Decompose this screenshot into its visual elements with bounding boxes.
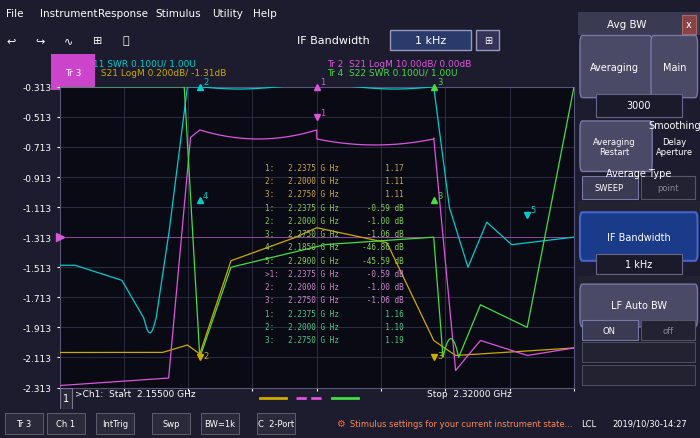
Text: Averaging: Averaging — [589, 63, 638, 72]
Bar — [582, 321, 638, 341]
Text: Stop  2.32000 GHz: Stop 2.32000 GHz — [428, 389, 512, 399]
Text: >Ch1:  Start  2.15500 GHz: >Ch1: Start 2.15500 GHz — [75, 389, 195, 399]
Text: Help: Help — [253, 9, 276, 19]
Text: IntTrig: IntTrig — [102, 419, 128, 428]
Text: ⚙: ⚙ — [336, 418, 344, 428]
Text: C  2-Port: C 2-Port — [258, 419, 294, 428]
Text: Averaging
Restart: Averaging Restart — [593, 137, 636, 156]
Text: IF Bandwidth: IF Bandwidth — [607, 232, 671, 242]
Text: ON: ON — [603, 326, 616, 335]
Text: point: point — [657, 184, 679, 192]
Bar — [96, 413, 134, 434]
Text: Tr 4  S22 SWR 0.100U/ 1.00U: Tr 4 S22 SWR 0.100U/ 1.00U — [327, 69, 458, 78]
Text: 2:   2.2000 G Hz      -1.00 dB: 2: 2.2000 G Hz -1.00 dB — [265, 283, 404, 291]
Text: 2: 2 — [203, 352, 208, 360]
Text: 1: 1 — [320, 78, 325, 87]
Text: LF Auto BW: LF Auto BW — [610, 301, 666, 311]
Text: 4:   2.1850 G Hz     -46.86 dB: 4: 2.1850 G Hz -46.86 dB — [265, 243, 404, 252]
FancyBboxPatch shape — [580, 285, 697, 327]
Text: 1: 1 — [62, 393, 69, 403]
FancyBboxPatch shape — [580, 36, 652, 99]
Text: off: off — [663, 326, 673, 335]
Text: 2:   2.2000 G Hz          1.11: 2: 2.2000 G Hz 1.11 — [265, 177, 404, 186]
Text: ∿: ∿ — [64, 36, 74, 46]
Text: Tr 1  S11 SWR 0.100U/ 1.00U: Tr 1 S11 SWR 0.100U/ 1.00U — [64, 60, 195, 69]
Text: Stimulus settings for your current instrument state...: Stimulus settings for your current instr… — [350, 419, 573, 428]
Bar — [578, 276, 700, 290]
Text: Tr 3: Tr 3 — [64, 69, 81, 78]
Text: 3000: 3000 — [626, 101, 651, 111]
Text: 3:   2.2750 G Hz          1.19: 3: 2.2750 G Hz 1.19 — [265, 335, 404, 344]
Text: x: x — [686, 20, 692, 30]
FancyBboxPatch shape — [580, 122, 652, 172]
Text: Average Type: Average Type — [606, 169, 671, 179]
Text: BW=1k: BW=1k — [204, 419, 235, 428]
Text: 2: 2 — [203, 78, 208, 87]
Bar — [60, 388, 72, 409]
Text: 2019/10/30-14:27: 2019/10/30-14:27 — [612, 419, 687, 428]
Text: Tr 3: Tr 3 — [16, 419, 32, 428]
Bar — [582, 177, 638, 199]
Bar — [682, 16, 696, 35]
Text: SWEEP: SWEEP — [595, 184, 624, 192]
Text: 2:   2.2000 G Hz          1.10: 2: 2.2000 G Hz 1.10 — [265, 322, 404, 331]
Bar — [596, 254, 682, 275]
Text: 3: 3 — [437, 78, 442, 87]
Text: ↩: ↩ — [7, 36, 16, 46]
Text: Swp: Swp — [162, 419, 179, 428]
Text: Instrument: Instrument — [40, 9, 98, 19]
Text: 1:   2.2375 G Hz          1.17: 1: 2.2375 G Hz 1.17 — [265, 164, 404, 173]
Text: 3: 3 — [437, 192, 442, 201]
Bar — [578, 13, 700, 36]
Text: >1:  2.2375 G Hz      -0.59 dB: >1: 2.2375 G Hz -0.59 dB — [265, 269, 404, 278]
Text: 1: 1 — [320, 109, 325, 118]
Text: 5:   2.2900 G Hz     -45.59 dB: 5: 2.2900 G Hz -45.59 dB — [265, 256, 404, 265]
Text: LCL: LCL — [581, 419, 596, 428]
Text: 2:   2.2000 G Hz      -1.00 dB: 2: 2.2000 G Hz -1.00 dB — [265, 216, 404, 226]
Text: Utility: Utility — [212, 9, 244, 19]
Bar — [578, 201, 700, 219]
Bar — [596, 95, 682, 118]
Text: File: File — [6, 9, 23, 19]
Text: Avg BW: Avg BW — [607, 20, 646, 30]
Bar — [641, 321, 695, 341]
Text: 5: 5 — [531, 205, 536, 214]
Bar — [582, 365, 695, 385]
Text: Smoothing: Smoothing — [648, 120, 700, 131]
Text: ⊞: ⊞ — [93, 36, 102, 46]
Bar — [391, 31, 470, 51]
Text: 1 kHz: 1 kHz — [415, 36, 446, 46]
Text: S21 LogM 0.200dB/ -1.31dB: S21 LogM 0.200dB/ -1.31dB — [98, 69, 227, 78]
FancyBboxPatch shape — [651, 36, 697, 99]
FancyBboxPatch shape — [580, 213, 697, 261]
Bar — [641, 177, 695, 199]
Text: 1 kHz: 1 kHz — [625, 260, 652, 270]
Text: 1:   2.2375 G Hz          1.16: 1: 2.2375 G Hz 1.16 — [265, 309, 404, 318]
Bar — [477, 31, 499, 51]
Text: ⊞: ⊞ — [484, 36, 492, 46]
Text: IF Bandwidth: IF Bandwidth — [297, 36, 370, 46]
Text: 1:   2.2375 G Hz      -0.59 dB: 1: 2.2375 G Hz -0.59 dB — [265, 203, 404, 212]
Text: Ch 1: Ch 1 — [56, 419, 76, 428]
Text: 3:   2.2750 G Hz          1.11: 3: 2.2750 G Hz 1.11 — [265, 190, 404, 199]
Bar — [582, 342, 695, 362]
Text: Tr 2  S21 LogM 10.00dB/ 0.00dB: Tr 2 S21 LogM 10.00dB/ 0.00dB — [327, 60, 471, 69]
Bar — [257, 413, 295, 434]
Text: Stimulus: Stimulus — [155, 9, 201, 19]
Bar — [47, 413, 85, 434]
Text: Response: Response — [97, 9, 148, 19]
Text: 3:   2.2750 G Hz      -1.06 dB: 3: 2.2750 G Hz -1.06 dB — [265, 296, 404, 305]
Text: Main: Main — [662, 63, 686, 72]
Bar — [152, 413, 190, 434]
Text: 3: 3 — [437, 352, 442, 360]
Text: 3:   2.2750 G Hz      -1.06 dB: 3: 2.2750 G Hz -1.06 dB — [265, 230, 404, 239]
Text: Delay
Aperture: Delay Aperture — [656, 137, 693, 156]
Text: ↪: ↪ — [36, 36, 45, 46]
Text: 🔍: 🔍 — [123, 36, 130, 46]
Bar — [201, 413, 239, 434]
Text: 4: 4 — [203, 192, 208, 201]
Bar — [5, 413, 43, 434]
